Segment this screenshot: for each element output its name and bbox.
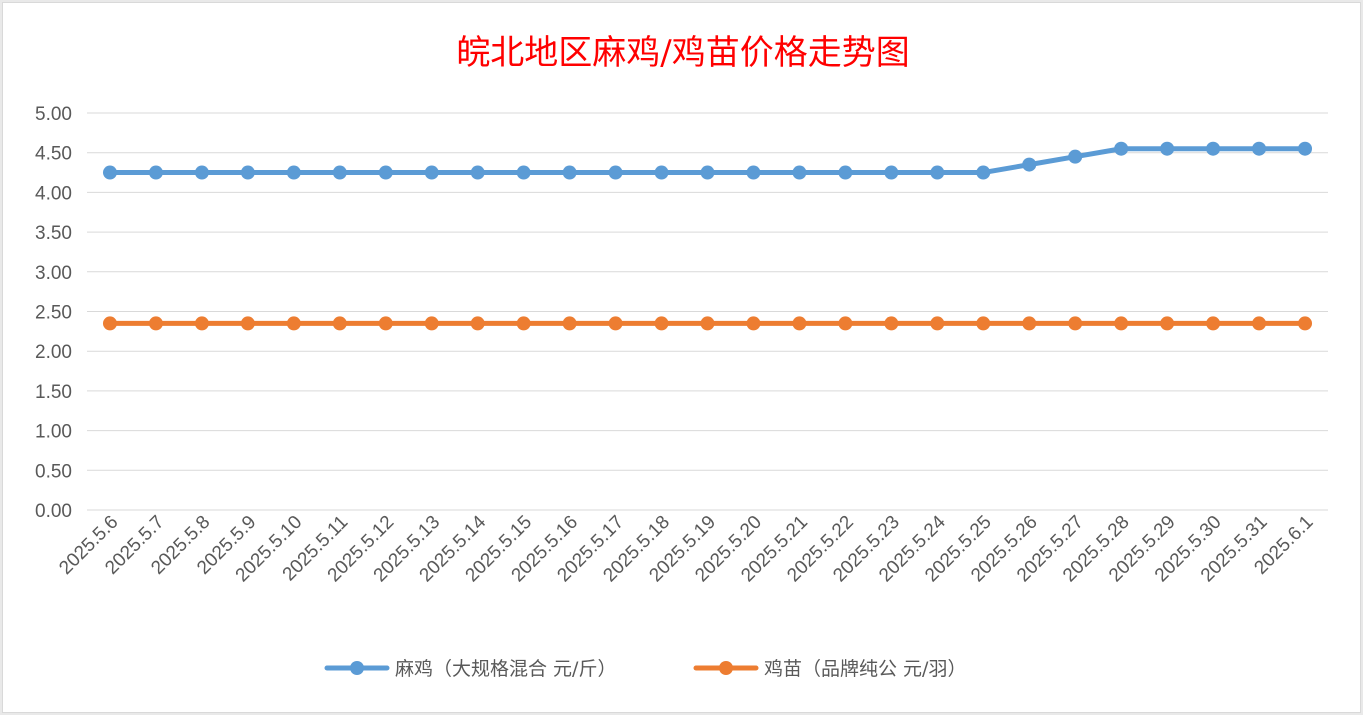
data-point [240, 165, 255, 180]
data-point [102, 316, 117, 331]
data-point [1114, 141, 1129, 156]
data-point [654, 316, 669, 331]
y-tick-label: 3.00 [35, 263, 72, 284]
data-point [424, 165, 439, 180]
data-point [1206, 141, 1221, 156]
data-point [516, 316, 531, 331]
data-point [1022, 316, 1037, 331]
data-point [562, 316, 577, 331]
data-point [470, 165, 485, 180]
data-point [1252, 141, 1267, 156]
data-point [102, 165, 117, 180]
legend-item: 麻鸡（大规格混合 元/斤） [324, 658, 616, 680]
x-axis: 2025.5.62025.5.72025.5.82025.5.92025.5.1… [55, 511, 1317, 586]
data-point [1114, 316, 1129, 331]
data-point [516, 165, 531, 180]
data-point [148, 316, 163, 331]
data-point [884, 316, 899, 331]
data-point [332, 316, 347, 331]
data-point [608, 316, 623, 331]
data-point [378, 165, 393, 180]
y-tick-label: 4.00 [35, 183, 72, 204]
legend-swatch-marker [719, 661, 733, 675]
y-tick-label: 2.00 [35, 342, 72, 363]
y-tick-label: 3.50 [35, 223, 72, 244]
legend-item: 鸡苗（品牌纯公 元/羽） [693, 658, 966, 680]
data-point [194, 316, 209, 331]
data-point [286, 316, 301, 331]
chart-title: 皖北地区麻鸡/鸡苗价格走势图 [456, 33, 909, 73]
data-point [746, 316, 761, 331]
line-chart: 皖北地区麻鸡/鸡苗价格走势图 0.00 0.50 1.00 1.50 2.00 2.50 3… [35, 33, 1328, 680]
data-point [930, 316, 945, 331]
legend-label: 鸡苗（品牌纯公 元/羽） [764, 658, 966, 680]
data-point [470, 316, 485, 331]
data-point [746, 165, 761, 180]
data-point [1068, 149, 1083, 164]
data-point [976, 316, 991, 331]
data-point [562, 165, 577, 180]
legend-swatch-marker [350, 661, 364, 675]
data-point [1206, 316, 1221, 331]
data-point [608, 165, 623, 180]
data-point [194, 165, 209, 180]
data-point [378, 316, 393, 331]
data-point [148, 165, 163, 180]
y-tick-label: 0.50 [35, 461, 72, 482]
data-point [1298, 141, 1313, 156]
data-point [884, 165, 899, 180]
data-point [240, 316, 255, 331]
y-tick-label: 4.50 [35, 144, 72, 165]
data-point [1068, 316, 1083, 331]
data-point [838, 316, 853, 331]
plot-series [102, 141, 1313, 331]
y-tick-label: 1.50 [35, 382, 72, 403]
data-point [424, 316, 439, 331]
y-tick-label: 0.00 [35, 501, 72, 522]
data-point [286, 165, 301, 180]
data-point [700, 316, 715, 331]
data-point [792, 165, 807, 180]
series-1 [102, 316, 1313, 331]
data-point [654, 165, 669, 180]
data-point [1298, 316, 1313, 331]
data-point [1160, 141, 1175, 156]
legend: 麻鸡（大规格混合 元/斤） 鸡苗（品牌纯公 元/羽） [324, 658, 966, 680]
data-point [1252, 316, 1267, 331]
y-tick-label: 5.00 [35, 104, 72, 125]
y-tick-label: 2.50 [35, 303, 72, 324]
legend-label: 麻鸡（大规格混合 元/斤） [395, 658, 616, 680]
data-point [930, 165, 945, 180]
data-point [332, 165, 347, 180]
y-axis: 0.00 0.50 1.00 1.50 2.00 2.50 3.00 3.50 4.00 4.50… [35, 104, 72, 522]
data-point [976, 165, 991, 180]
data-point [1160, 316, 1175, 331]
data-point [1022, 157, 1037, 172]
series-0 [102, 141, 1313, 180]
data-point [700, 165, 715, 180]
y-tick-label: 1.00 [35, 422, 72, 443]
data-point [792, 316, 807, 331]
data-point [838, 165, 853, 180]
